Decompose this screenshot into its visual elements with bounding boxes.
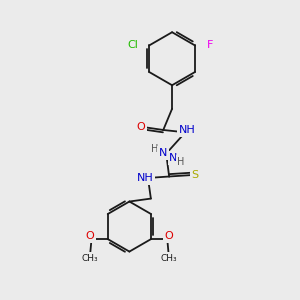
Text: NH: NH	[136, 173, 153, 183]
Text: Cl: Cl	[128, 40, 138, 50]
Text: CH₃: CH₃	[160, 254, 177, 263]
Text: O: O	[164, 231, 173, 241]
Text: H: H	[151, 144, 158, 154]
Text: N: N	[159, 148, 167, 158]
Text: CH₃: CH₃	[82, 254, 98, 263]
Text: F: F	[207, 40, 213, 50]
Text: O: O	[136, 122, 145, 132]
Text: H: H	[177, 157, 184, 167]
Text: O: O	[86, 231, 94, 241]
Text: S: S	[191, 170, 199, 180]
Text: N: N	[169, 153, 178, 163]
Text: NH: NH	[179, 125, 196, 135]
